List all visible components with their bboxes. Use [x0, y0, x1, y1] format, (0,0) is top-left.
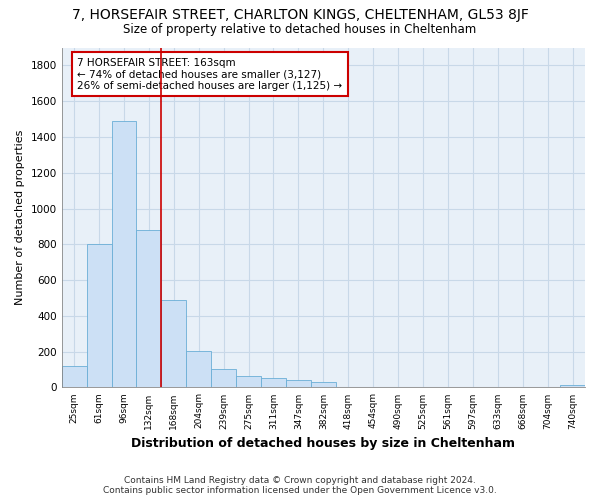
Bar — [186, 351, 211, 388]
Text: 7 HORSEFAIR STREET: 163sqm
← 74% of detached houses are smaller (3,127)
26% of s: 7 HORSEFAIR STREET: 163sqm ← 74% of deta… — [77, 58, 343, 91]
Bar — [86, 244, 112, 388]
Bar — [261, 378, 286, 388]
Text: Contains HM Land Registry data © Crown copyright and database right 2024.
Contai: Contains HM Land Registry data © Crown c… — [103, 476, 497, 495]
Bar — [161, 300, 186, 388]
Bar — [560, 384, 585, 388]
Bar — [286, 380, 311, 388]
X-axis label: Distribution of detached houses by size in Cheltenham: Distribution of detached houses by size … — [131, 437, 515, 450]
Bar — [136, 230, 161, 388]
Bar — [112, 121, 136, 388]
Bar — [236, 376, 261, 388]
Text: 7, HORSEFAIR STREET, CHARLTON KINGS, CHELTENHAM, GL53 8JF: 7, HORSEFAIR STREET, CHARLTON KINGS, CHE… — [71, 8, 529, 22]
Bar — [62, 366, 86, 388]
Bar — [211, 368, 236, 388]
Text: Size of property relative to detached houses in Cheltenham: Size of property relative to detached ho… — [124, 22, 476, 36]
Bar — [311, 382, 336, 388]
Y-axis label: Number of detached properties: Number of detached properties — [15, 130, 25, 305]
